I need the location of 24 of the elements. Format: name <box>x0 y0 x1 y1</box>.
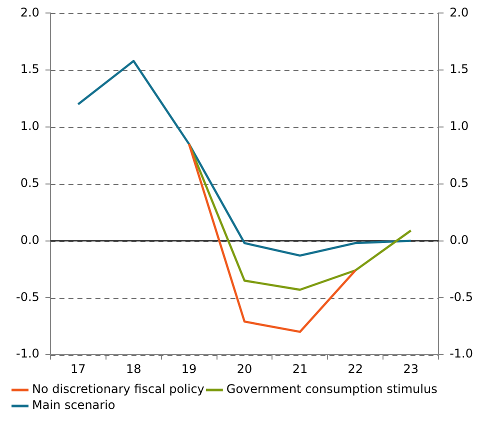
x-tick-label: 23 <box>403 362 418 376</box>
y2-tick-label: 1.5 <box>450 62 469 76</box>
y-tick-label: 1.5 <box>20 62 40 76</box>
y2-tick-label: 0.0 <box>450 232 469 247</box>
y-tick-label: -0.5 <box>16 290 40 304</box>
x-tick-label: 18 <box>126 362 142 376</box>
x-tick-label: 20 <box>236 362 252 376</box>
x-tick-label: 21 <box>292 362 308 376</box>
y-tick-label: 2.0 <box>20 5 40 20</box>
y2-tick-label: 1.0 <box>450 119 469 134</box>
legend-label: Main scenario <box>32 398 116 412</box>
y2-tick-label: -0.5 <box>450 290 474 304</box>
y-tick-label: 0.5 <box>20 176 40 190</box>
x-tick-label: 19 <box>181 362 197 376</box>
y-tick-label: 0.0 <box>20 232 40 247</box>
legend-label: No discretionary fiscal policy <box>32 382 204 396</box>
legend-label: Government consumption stimulus <box>226 382 438 396</box>
y2-tick-label: 2.0 <box>450 5 469 20</box>
y-tick-label: 1.0 <box>20 119 40 134</box>
y2-tick-label: 0.5 <box>450 176 469 190</box>
y2-tick-label: -1.0 <box>450 346 474 361</box>
x-tick-label: 17 <box>70 362 86 376</box>
y-tick-label: -1.0 <box>16 346 40 361</box>
x-tick-label: 22 <box>348 362 364 376</box>
